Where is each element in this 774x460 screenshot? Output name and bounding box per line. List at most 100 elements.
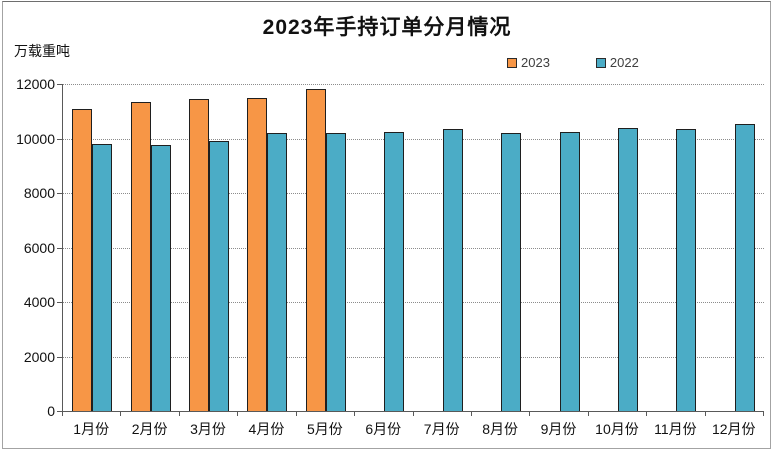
category-2月份	[121, 84, 179, 411]
y-tick-label-2000: 2000	[23, 348, 55, 365]
x-tick-mark-5	[354, 412, 355, 416]
x-tick-label-12月份: 12月份	[711, 421, 756, 437]
bar-slot-2023-2月份	[130, 102, 151, 411]
x-tick-label-4月份: 4月份	[248, 421, 285, 437]
x-tick-mark-8	[529, 412, 530, 416]
x-tick-mark-3	[237, 412, 238, 416]
x-tick-mark-4	[296, 412, 297, 416]
y-tick-mark-2000	[57, 356, 62, 358]
bar-2022-7月份	[442, 129, 463, 411]
y-tick-label-4000: 4000	[23, 294, 55, 310]
category-6月份	[355, 84, 413, 411]
bars-container	[63, 84, 764, 411]
x-tick-mark-12	[763, 412, 764, 416]
bar-slot-2022-12月份	[734, 124, 755, 411]
x-tick-label-9月份: 9月份	[540, 421, 577, 437]
bar-slot-2022-7月份	[442, 129, 463, 411]
x-tick-label-6月份: 6月份	[365, 421, 402, 437]
legend-label-2022: 2022	[609, 55, 639, 70]
y-tick-mark-8000	[57, 193, 62, 194]
y-tick-label-8000: 8000	[23, 185, 55, 201]
plot-area	[62, 84, 764, 412]
gridline-8000	[63, 193, 764, 194]
bar-slot-2022-11月份	[676, 129, 697, 411]
x-tick-mark-7	[471, 412, 472, 416]
bar-2022-4月份	[267, 133, 288, 411]
x-tick-label-8月份: 8月份	[482, 421, 518, 437]
gridline-12000	[63, 84, 764, 85]
legend-item-2023: 2023	[507, 55, 550, 70]
y-tick-mark-4000	[57, 302, 62, 303]
x-tick-label-7月份: 7月份	[423, 421, 460, 437]
bar-slot-2023-4月份	[247, 98, 268, 411]
gridline-4000	[63, 302, 764, 303]
bar-slot-2022-2月份	[150, 145, 171, 411]
gridline-6000	[63, 247, 764, 249]
category-11月份	[647, 84, 705, 411]
category-10月份	[589, 84, 647, 411]
category-5月份	[297, 84, 355, 411]
bar-2023-2月份	[130, 102, 151, 411]
bar-2022-8月份	[501, 133, 522, 411]
gridline-2000	[63, 356, 764, 358]
category-1月份	[63, 84, 121, 411]
x-tick-mark-1	[120, 412, 121, 416]
bar-slot-2023-1月份	[72, 109, 93, 411]
x-tick-label-5月份: 5月份	[306, 421, 343, 437]
x-tick-mark-9	[588, 412, 589, 416]
bar-slot-2022-5月份	[325, 133, 346, 411]
y-tick-label-12000: 12000	[16, 76, 55, 92]
bar-slot-2022-8月份	[501, 133, 522, 411]
bar-2022-11月份	[676, 129, 697, 411]
bar-slot-2022-6月份	[384, 132, 405, 411]
x-tick-mark-0	[62, 412, 63, 416]
bar-slot-2022-1月份	[92, 144, 113, 411]
legend: 2023 2022	[507, 55, 639, 70]
bar-2022-10月份	[618, 128, 638, 411]
bar-2023-4月份	[247, 98, 268, 411]
bar-slot-2023-3月份	[189, 99, 210, 411]
legend-item-2022: 2022	[595, 55, 639, 70]
bar-2022-9月份	[559, 132, 580, 411]
bar-slot-2022-3月份	[209, 141, 230, 411]
category-12月份	[706, 84, 764, 411]
legend-swatch-2022-icon	[595, 57, 606, 68]
category-3月份	[180, 84, 238, 411]
x-tick-label-2月份: 2月份	[131, 421, 168, 437]
y-axis-unit-label: 万载重吨	[14, 43, 70, 59]
y-tick-label-0: 0	[47, 403, 55, 419]
category-7月份	[414, 84, 472, 411]
y-tick-mark-10000	[57, 138, 62, 140]
x-tick-mark-10	[646, 412, 647, 416]
gridline-10000	[63, 138, 764, 140]
y-tick-mark-6000	[57, 247, 62, 249]
bar-2022-2月份	[150, 145, 171, 411]
bar-slot-2023-5月份	[305, 89, 326, 411]
legend-label-2023: 2023	[521, 55, 550, 70]
y-tick-mark-0	[57, 411, 62, 412]
bar-2022-6月份	[384, 132, 405, 411]
bar-2023-1月份	[72, 109, 93, 411]
category-8月份	[472, 84, 530, 411]
y-tick-mark-12000	[57, 84, 62, 85]
bar-slot-2022-10月份	[618, 128, 638, 411]
category-4月份	[238, 84, 296, 411]
legend-swatch-2023-icon	[507, 57, 517, 68]
bar-slot-2022-9月份	[559, 132, 580, 411]
x-tick-label-10月份: 10月份	[595, 421, 639, 437]
x-tick-label-11月份: 11月份	[654, 421, 697, 437]
x-tick-mark-11	[705, 412, 706, 416]
bar-slot-2022-4月份	[267, 133, 288, 411]
category-9月份	[530, 84, 588, 411]
bar-2023-3月份	[189, 99, 210, 411]
bar-2022-3月份	[209, 141, 230, 411]
x-tick-mark-6	[413, 412, 414, 416]
bar-2022-1月份	[92, 144, 113, 411]
chart-title: 2023年手持订单分月情况	[262, 16, 512, 39]
bar-2022-5月份	[325, 133, 346, 411]
x-tick-label-1月份: 1月份	[73, 421, 110, 437]
y-tick-label-6000: 6000	[23, 239, 55, 256]
bar-2023-5月份	[305, 89, 326, 411]
x-tick-mark-2	[179, 412, 180, 416]
